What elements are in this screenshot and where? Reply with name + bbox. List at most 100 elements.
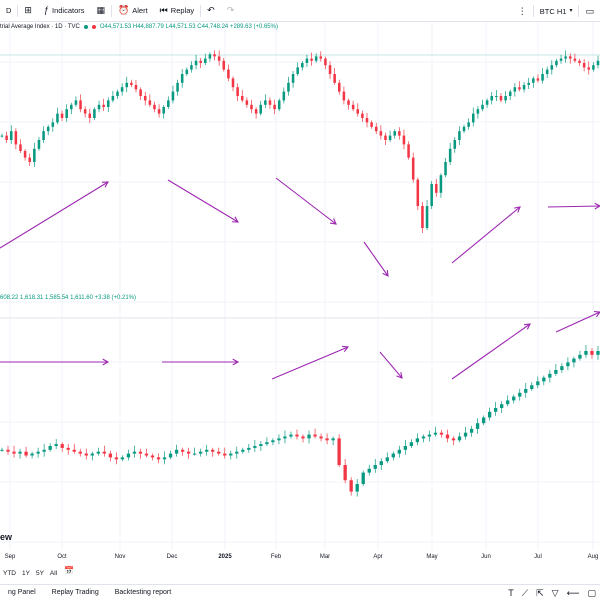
candle-body	[291, 74, 295, 83]
toolbar-divider	[578, 5, 580, 17]
square-icon[interactable]: ▢	[587, 587, 596, 598]
chart-canvas[interactable]	[0, 22, 600, 550]
compare-button[interactable]: ⊞	[18, 0, 38, 22]
layout-button[interactable]: ▭	[579, 0, 600, 22]
candle-body	[592, 65, 595, 70]
top-legend[interactable]: trial Average Index · 1D · TVC O44,571.5…	[0, 24, 278, 30]
candle-body	[453, 140, 457, 149]
trend-arrow	[167, 179, 239, 223]
candle-body	[555, 60, 558, 66]
candle-body	[536, 381, 540, 386]
candle-body	[421, 436, 426, 439]
candle-body	[227, 69, 230, 79]
bottom-candles	[0, 345, 600, 497]
candle-body	[469, 428, 474, 433]
candle-body	[18, 451, 22, 454]
candle-body	[24, 451, 28, 456]
top-candles	[0, 50, 600, 233]
replay-label: Replay	[170, 6, 195, 15]
position-tool-icon[interactable]: ⇱	[536, 587, 544, 598]
range-button-all[interactable]: All	[49, 569, 58, 577]
range-selector: YTD 1Y 5Y All	[0, 566, 60, 580]
candle-body	[28, 157, 31, 162]
candle-body	[213, 54, 216, 57]
arrow-left-icon[interactable]: ⟵	[566, 587, 580, 598]
range-button-1y[interactable]: 1Y	[22, 569, 30, 577]
candle-body	[162, 457, 167, 460]
redo-button[interactable]: ↷	[221, 0, 241, 22]
candle-body	[541, 74, 544, 81]
candle-body	[144, 453, 149, 456]
range-button-5y[interactable]: 5Y	[35, 569, 44, 577]
candle-body	[522, 85, 526, 90]
candle-body	[564, 56, 567, 59]
candle-body	[331, 438, 335, 441]
range-button-ytd[interactable]: YTD	[3, 569, 16, 577]
candle-body	[79, 100, 82, 110]
bottom-tab[interactable]: Replay Trading	[51, 589, 99, 596]
time-tick-label: Mar	[319, 554, 331, 560]
candle-body	[361, 113, 364, 118]
alert-button[interactable]: ⏰ Alert	[112, 0, 154, 22]
candle-body	[373, 465, 377, 469]
arrow-head	[514, 206, 521, 213]
candle-body	[148, 100, 152, 105]
candle-body	[134, 85, 138, 90]
bottom-tab[interactable]: ng Panel	[8, 589, 36, 596]
candle-body	[337, 438, 341, 465]
candle-body	[365, 118, 369, 123]
candle-body	[254, 109, 258, 114]
replay-button[interactable]: ⏮ Replay	[154, 0, 200, 22]
candle-body	[307, 434, 311, 439]
candle-body	[476, 109, 480, 114]
toolbar-divider	[111, 4, 113, 17]
candle-body	[471, 113, 475, 123]
templates-button[interactable]: ▦	[91, 0, 112, 22]
candle-body	[102, 451, 106, 454]
date-range-button[interactable]: 📅	[64, 566, 74, 575]
candle-body	[277, 438, 281, 441]
candle-body	[310, 58, 313, 61]
triangle-down-icon[interactable]: ▽	[551, 587, 559, 598]
indicators-button[interactable]: ƒ Indicators	[38, 0, 91, 22]
symbol-button[interactable]: BTC H1 ▾	[534, 0, 579, 22]
interval-button[interactable]: D	[0, 0, 17, 22]
candle-body	[572, 358, 576, 363]
text-tool-icon[interactable]: T	[508, 588, 514, 598]
indicators-icon: ƒ	[43, 5, 49, 15]
candle-body	[559, 58, 563, 61]
candle-body	[60, 113, 64, 118]
candle-body	[42, 449, 46, 452]
candle-body	[338, 82, 341, 92]
candle-body	[37, 140, 41, 149]
candle-body	[427, 434, 432, 437]
arrow-head	[232, 358, 240, 366]
candle-body	[174, 449, 179, 454]
candle-body	[250, 104, 253, 110]
candle-body	[192, 453, 197, 455]
more-options-button[interactable]: ⋮	[512, 0, 533, 22]
candle-body	[241, 449, 245, 452]
bottom-legend[interactable]: 608.22 1,618.31 1,585.54 1,611.60 +3.38 …	[0, 295, 136, 301]
time-axis[interactable]: Sep Oct Nov Dec 2025 Feb Mar Apr May Jun Jul Aug	[0, 550, 600, 564]
candle-body	[319, 56, 323, 59]
candle-body	[325, 438, 329, 441]
candle-body	[116, 91, 119, 96]
time-tick-label: Jul	[534, 554, 542, 560]
candle-body	[347, 100, 350, 105]
candle-body	[240, 96, 244, 101]
trend-arrow	[0, 181, 109, 249]
candle-body	[48, 446, 52, 450]
trend-line-icon[interactable]: ⟋	[521, 587, 529, 598]
toolbar-divider	[17, 4, 19, 17]
undo-button[interactable]: ↶	[201, 0, 221, 22]
bottom-tab[interactable]: Backtesting report	[114, 589, 172, 596]
candle-body	[361, 472, 365, 484]
candle-body	[5, 135, 8, 140]
candle-body	[204, 58, 207, 63]
drawing-arrows[interactable]	[0, 177, 600, 380]
candle-body	[194, 60, 198, 66]
chart-area[interactable]: trial Average Index · 1D · TVC O44,571.5…	[0, 22, 600, 550]
candle-body	[185, 69, 189, 74]
candle-body	[485, 100, 489, 105]
